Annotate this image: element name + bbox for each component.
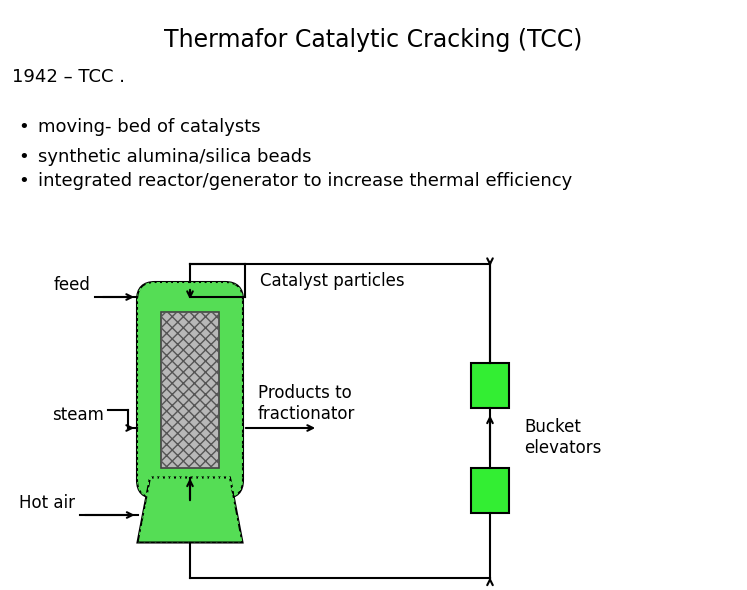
Text: Bucket
elevators: Bucket elevators xyxy=(524,418,601,457)
Text: integrated reactor/generator to increase thermal efficiency: integrated reactor/generator to increase… xyxy=(38,172,572,190)
Text: •: • xyxy=(18,118,28,136)
Text: Products to
fractionator: Products to fractionator xyxy=(258,384,356,423)
Text: Thermafor Catalytic Cracking (TCC): Thermafor Catalytic Cracking (TCC) xyxy=(164,28,583,52)
Bar xyxy=(161,312,219,468)
Text: 1942 – TCC .: 1942 – TCC . xyxy=(12,68,125,86)
Bar xyxy=(471,362,509,408)
Text: synthetic alumina/silica beads: synthetic alumina/silica beads xyxy=(38,148,311,166)
FancyBboxPatch shape xyxy=(137,282,243,498)
Text: •: • xyxy=(18,148,28,166)
Text: moving- bed of catalysts: moving- bed of catalysts xyxy=(38,118,261,136)
Text: Catalyst particles: Catalyst particles xyxy=(260,272,405,290)
Text: •: • xyxy=(18,172,28,190)
Text: feed: feed xyxy=(53,276,90,294)
Text: steam: steam xyxy=(52,406,104,424)
Bar xyxy=(471,467,509,513)
Polygon shape xyxy=(137,477,243,542)
Bar xyxy=(161,312,219,468)
Text: Hot air: Hot air xyxy=(19,494,75,512)
